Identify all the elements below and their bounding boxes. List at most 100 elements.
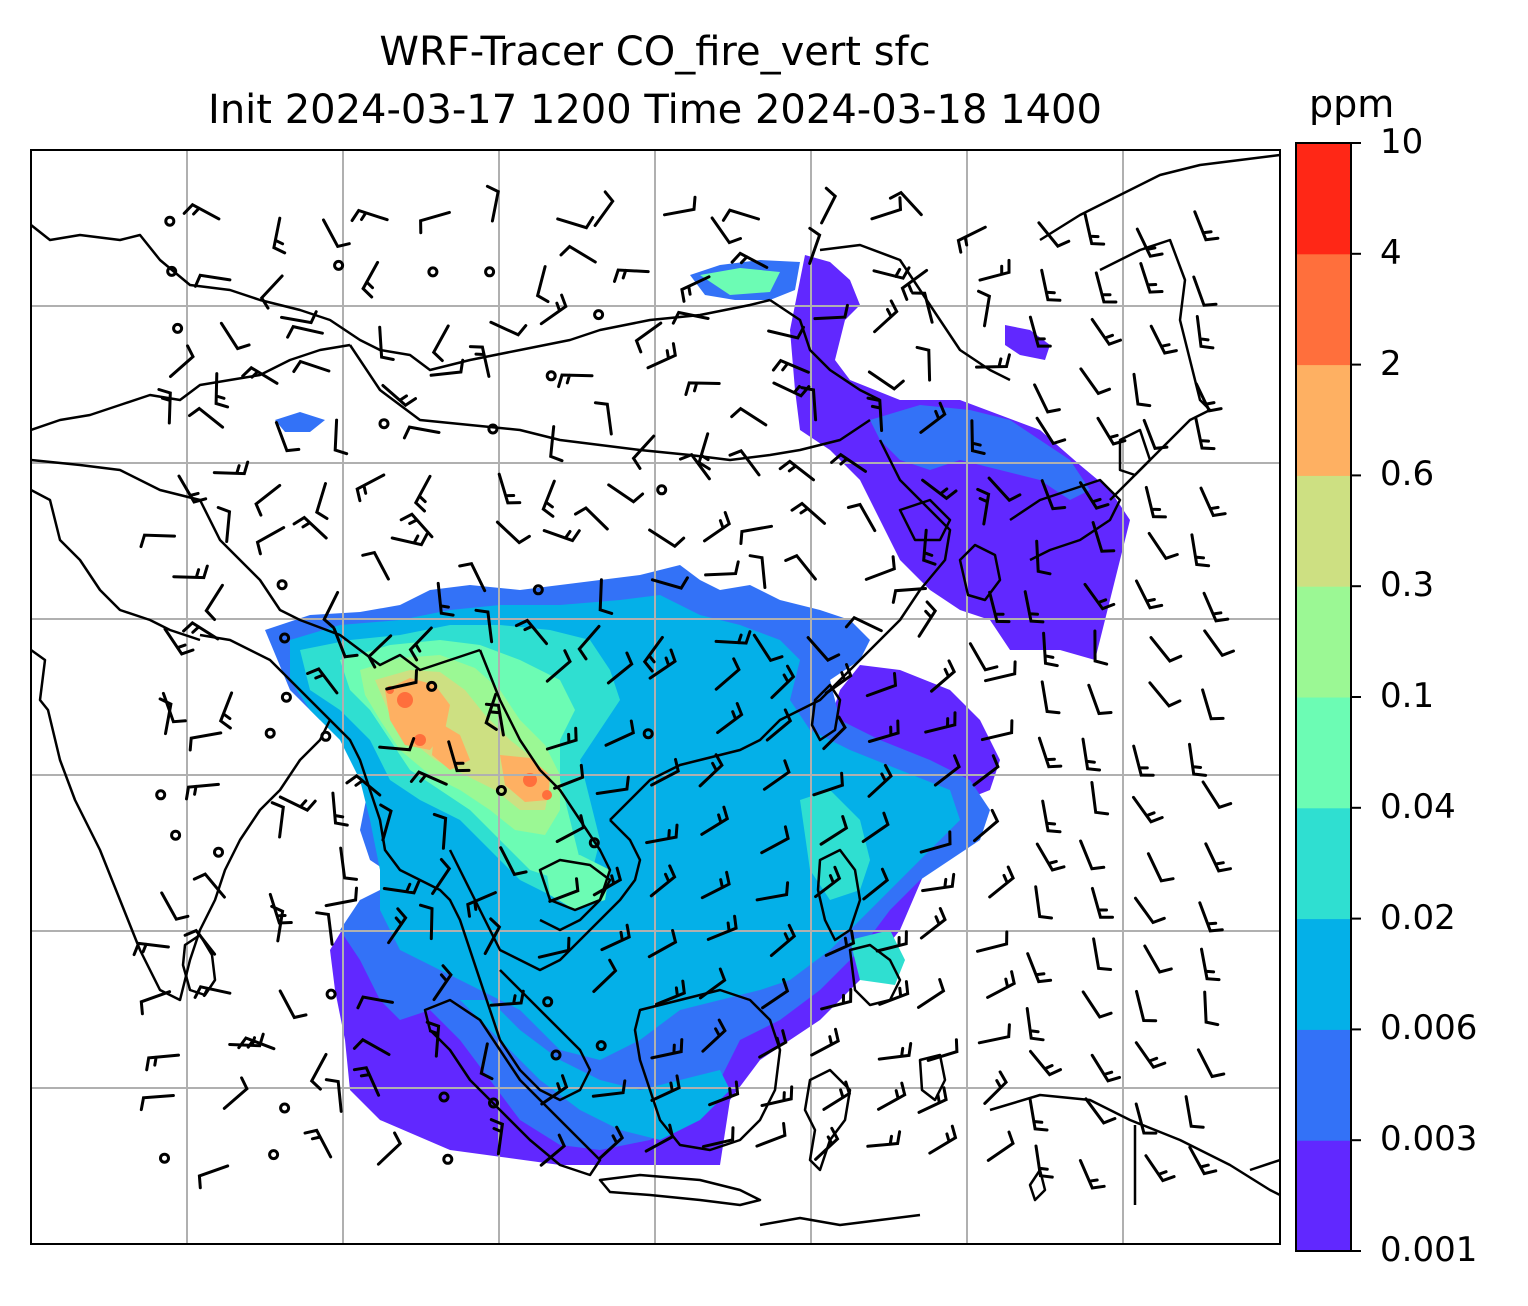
colorbar-segment [1296,697,1351,809]
concentration-hotspot [542,790,552,800]
wind-barb [846,502,877,533]
wind-calm-marker [593,309,605,321]
map-gridlines [31,150,1280,1244]
wind-barb [557,373,594,389]
wind-barb [1134,896,1166,925]
colorbar-tick-label: 10 [1380,122,1424,162]
wind-barb [820,988,853,1011]
wind-barb [844,615,883,633]
wind-barb [708,1080,740,1107]
wind-barb [345,774,382,797]
coastline [918,1053,947,1102]
wind-barb [642,635,664,673]
wind-barb [497,472,522,505]
coastline [759,1213,921,1227]
wind-barb [820,186,838,225]
wind-calm-marker [442,1153,454,1165]
tracer-concentration-field [265,255,1130,1165]
wind-barb [1090,886,1114,919]
wind-calm-marker [170,829,182,841]
wind-barb [468,345,491,378]
wind-barb [447,740,471,773]
wind-barb [182,621,220,641]
wind-barb [861,811,890,843]
wind-barb [755,881,790,902]
wind-barb [1090,1053,1121,1083]
wind-barb [986,1130,1015,1162]
wind-calm-marker [595,1040,607,1052]
wind-barb [169,344,195,378]
wind-barb [598,1125,625,1160]
wind-barb [1132,744,1155,777]
wind-barb [650,1038,684,1060]
wind-barb [917,978,946,1009]
wind-barb [193,273,232,288]
wind-barb [739,524,773,545]
wind-barb [813,303,849,321]
wind-barb [634,321,663,354]
wind-calm-marker [542,996,554,1008]
country-border [31,224,771,372]
wind-barb [489,989,525,1007]
wind-barb [1040,268,1062,302]
wind-barb [1087,683,1113,716]
wind-barb [1134,1102,1158,1135]
wind-barb [1079,367,1111,396]
wind-barb [978,258,1011,282]
wind-barb [646,342,677,370]
wind-barb [714,657,741,691]
wind-barb [911,291,934,324]
wind-barb [1084,1097,1117,1125]
wind-barb [385,669,418,691]
coastline [329,719,492,1011]
concentration-region-0003 [275,412,325,432]
wind-barb [160,891,190,921]
wind-barb [1190,533,1211,568]
wind-barb [1199,486,1227,518]
coastline [958,543,1002,602]
wind-barb [315,482,329,520]
wind-barb [255,526,286,556]
wind-barb [748,554,767,589]
wind-barb [1132,372,1152,408]
concentration-hotspot [523,773,537,787]
wind-barb [806,636,841,662]
wind-barb [432,812,448,850]
wind-barb [598,578,614,615]
wind-barb [419,903,434,941]
wind-barb [188,406,225,429]
wind-barb [352,1066,381,1097]
wind-calm-marker [279,1102,291,1114]
concentration-region-002 [850,930,905,985]
wind-barb [484,702,505,737]
wind-barb [216,506,232,543]
wind-calm-marker [487,423,499,435]
wind-calm-marker [213,846,224,858]
colorbar [1295,142,1361,1252]
wind-barb [765,708,793,742]
wind-barb [139,1094,175,1112]
wind-barb [650,1074,681,1102]
wind-barb [188,731,223,752]
wind-calm-marker [280,691,292,703]
wind-barb [915,345,932,382]
wind-barb [1028,315,1052,348]
wind-calm-marker [438,1091,450,1103]
wind-barb [924,711,957,734]
coastline [1039,153,1280,242]
wind-barb [1040,479,1067,511]
wind-barb [1194,417,1216,451]
wind-barb [303,1128,333,1159]
coastline [810,683,842,742]
wind-barb [139,990,172,1016]
wind-barb [704,560,740,577]
wind-barb [972,754,1000,787]
wind-calm-marker [159,1152,170,1164]
wind-barb [917,1086,948,1114]
wind-barb [983,1070,1008,1105]
map-frame [30,149,1281,1245]
country-border [478,649,612,932]
wind-barb [919,907,947,940]
wind-barb [259,274,284,310]
wind-barb [183,928,217,956]
